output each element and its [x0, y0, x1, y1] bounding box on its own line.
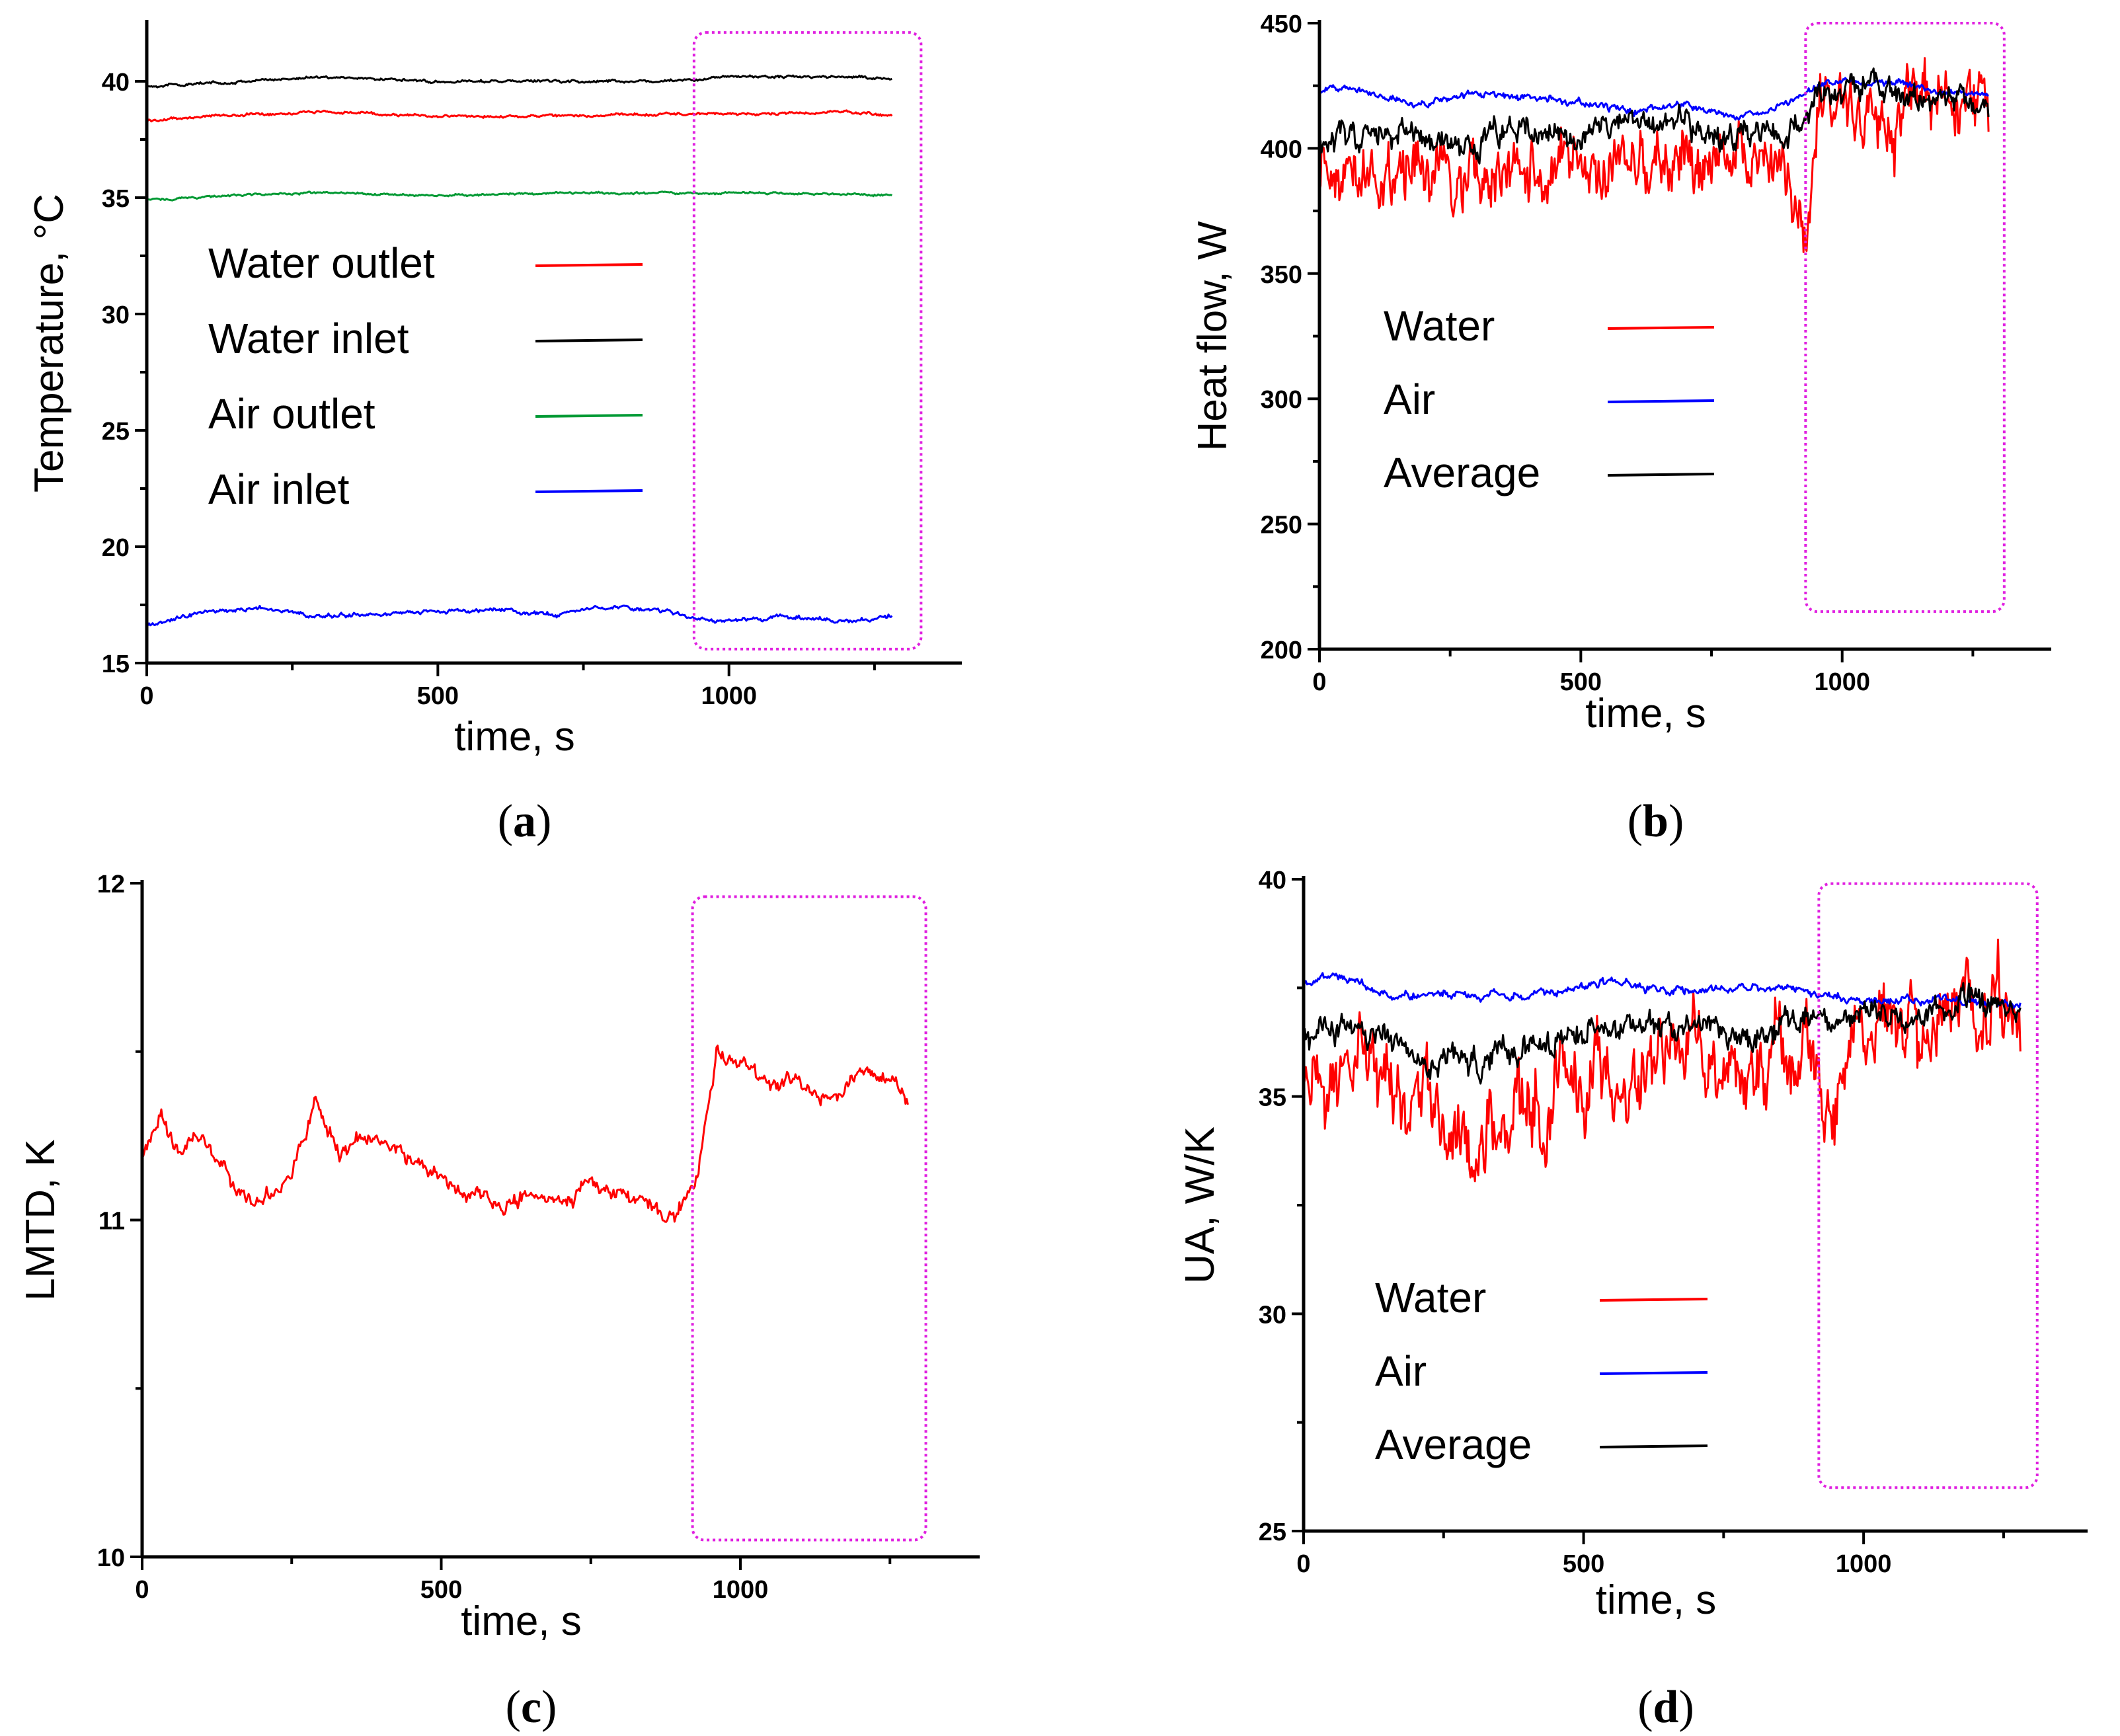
y-tick-label-b: 200 [1261, 637, 1302, 664]
y-tick-label-b: 300 [1261, 386, 1302, 414]
legend-label-b: Average [1384, 449, 1540, 496]
legend-label-d: Water [1375, 1274, 1486, 1322]
legend-label-a: Air outlet [208, 390, 375, 438]
y-tick-label-d: 25 [1259, 1519, 1286, 1546]
legend-label-a: Water outlet [208, 239, 435, 287]
legend-swatch-a [535, 338, 643, 342]
y-tick-label-d: 30 [1259, 1301, 1286, 1329]
highlight-box-c [691, 895, 927, 1542]
x-tick-label-b: 1000 [1814, 668, 1870, 696]
y-tick-label-c: 12 [97, 871, 125, 898]
panel-label-a: (a) [498, 796, 552, 847]
series-b-water [1318, 57, 1990, 253]
series-d-air [1302, 972, 2022, 1009]
x-tick-label-d: 1000 [1836, 1550, 1892, 1578]
y-tick-label-a: 40 [102, 69, 130, 97]
x-tick-label-c: 0 [135, 1576, 149, 1604]
legend-label-d: Average [1375, 1421, 1532, 1468]
y-axis-title-c: LMTD, K [18, 1139, 63, 1301]
series-d-average [1302, 982, 2022, 1085]
legend-swatch-a [535, 414, 643, 418]
legend-swatch-b [1607, 473, 1715, 477]
y-tick-label-c: 10 [97, 1544, 125, 1572]
y-axis-title-a: Temperature, °C [26, 194, 72, 493]
legend-swatch-d [1599, 1298, 1708, 1302]
series-a-air-outlet [146, 190, 893, 202]
panel-b: 0 500 1000 200 250 300 350 400 450 time, s Heat fl… [1190, 11, 2051, 847]
series-a-air-inlet [146, 604, 893, 627]
x-axis-title-c: time, s [461, 1598, 582, 1644]
x-tick-label-d: 500 [1563, 1550, 1604, 1578]
y-tick-label-a: 35 [102, 185, 130, 213]
y-tick-label-b: 450 [1261, 11, 1302, 38]
y-tick-label-a: 15 [102, 651, 130, 678]
x-tick-label-a: 500 [417, 682, 459, 710]
legend-swatch-b [1607, 399, 1715, 403]
x-tick-label-c: 500 [420, 1576, 462, 1604]
y-tick-label-a: 30 [102, 301, 130, 329]
y-tick-label-d: 35 [1259, 1084, 1286, 1112]
legend-swatch-a [535, 263, 643, 267]
panel-d: 0 500 1000 25 30 35 40 time, s UA, W/K Water Air Av… [1177, 867, 2088, 1733]
panel-label-d: (d) [1637, 1682, 1694, 1733]
highlight-box-b [1804, 22, 2006, 613]
x-tick-label-a: 1000 [701, 682, 757, 710]
y-tick-label-b: 400 [1261, 136, 1302, 163]
x-tick-label-c: 1000 [713, 1576, 769, 1604]
highlight-box-d [1817, 882, 2039, 1489]
y-tick-label-a: 25 [102, 418, 130, 446]
x-tick-label-b: 500 [1560, 668, 1602, 696]
y-tick-label-d: 40 [1259, 867, 1286, 894]
y-tick-label-a: 20 [102, 534, 130, 562]
x-tick-label-b: 0 [1312, 668, 1326, 696]
legend-swatch-d [1599, 1444, 1708, 1448]
legend-swatch-b [1607, 326, 1715, 330]
legend-label-a: Air inlet [208, 465, 350, 513]
y-tick-label-b: 350 [1261, 261, 1302, 289]
legend-swatch-d [1599, 1371, 1708, 1375]
series-b-average [1318, 67, 1990, 165]
x-tick-label-d: 0 [1296, 1550, 1310, 1578]
series-c-lmtd [141, 1045, 909, 1223]
y-tick-label-c: 11 [98, 1208, 125, 1236]
panel-c: 0 500 1000 10 11 12 time, s LMTD, K (c) [18, 871, 980, 1733]
x-axis-title-a: time, s [454, 714, 575, 760]
highlight-box-a [692, 31, 923, 651]
x-tick-label-a: 0 [139, 682, 153, 710]
legend-swatch-a [535, 489, 643, 493]
y-axis-title-d: UA, W/K [1177, 1126, 1223, 1284]
x-axis-title-b: time, s [1585, 691, 1706, 736]
x-axis-title-d: time, s [1596, 1577, 1717, 1623]
y-axis-title-b: Heat flow, W [1190, 221, 1236, 451]
series-d-water [1302, 938, 2022, 1183]
legend-label-a: Water inlet [208, 315, 409, 362]
legend-label-b: Air [1384, 375, 1435, 423]
series-a-water-inlet [146, 74, 892, 89]
legend-label-b: Water [1384, 302, 1495, 350]
panel-label-c: (c) [506, 1682, 557, 1733]
series-a-water-outlet [146, 109, 893, 123]
legend-label-d: Air [1375, 1347, 1427, 1395]
panel-a: 0 500 1000 15 20 25 30 35 40 time, s Temperature, … [26, 20, 962, 847]
y-tick-label-b: 250 [1261, 512, 1302, 539]
panel-label-b: (b) [1628, 796, 1684, 847]
